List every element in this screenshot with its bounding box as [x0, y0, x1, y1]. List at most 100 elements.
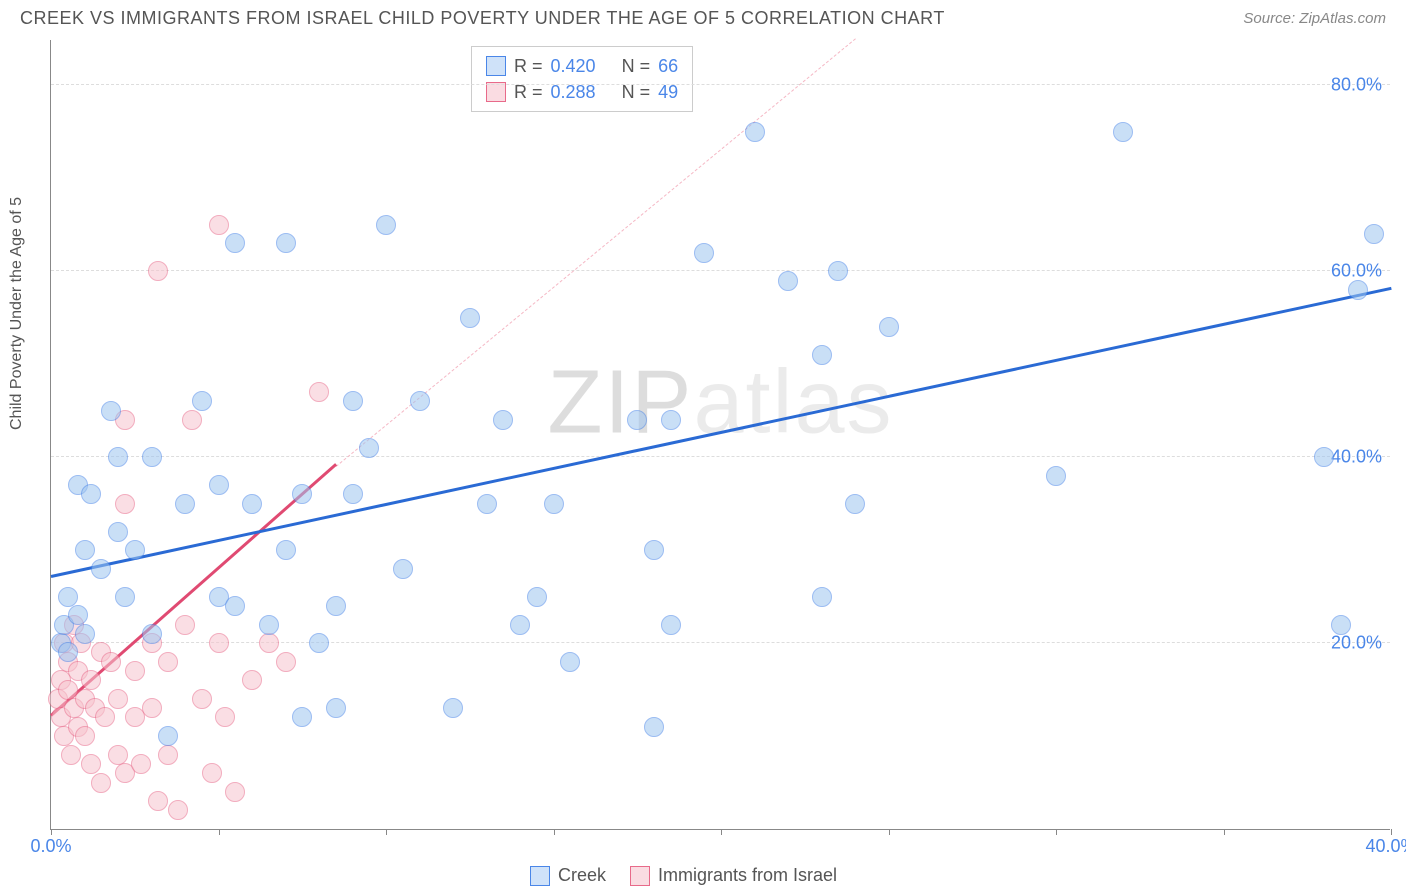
data-point-israel [91, 773, 111, 793]
gridline [51, 270, 1390, 271]
scatter-chart: ZIPatlas R = 0.420 N = 66 R = 0.288 N = … [50, 40, 1390, 830]
data-point-israel [209, 215, 229, 235]
gridline [51, 642, 1390, 643]
data-point-israel [158, 745, 178, 765]
x-tick-mark [1056, 829, 1057, 835]
data-point-israel [158, 652, 178, 672]
stats-row-creek: R = 0.420 N = 66 [486, 53, 678, 79]
bottom-legend: Creek Immigrants from Israel [530, 865, 837, 886]
data-point-creek [108, 447, 128, 467]
data-point-israel [276, 652, 296, 672]
data-point-creek [115, 587, 135, 607]
data-point-creek [81, 484, 101, 504]
data-point-creek [101, 401, 121, 421]
data-point-israel [192, 689, 212, 709]
data-point-israel [242, 670, 262, 690]
legend-item-israel: Immigrants from Israel [630, 865, 837, 886]
data-point-creek [493, 410, 513, 430]
data-point-creek [393, 559, 413, 579]
data-point-creek [343, 391, 363, 411]
data-point-creek [376, 215, 396, 235]
x-tick-mark [51, 829, 52, 835]
data-point-creek [276, 233, 296, 253]
data-point-creek [745, 122, 765, 142]
data-point-creek [879, 317, 899, 337]
data-point-israel [108, 689, 128, 709]
data-point-creek [544, 494, 564, 514]
data-point-israel [101, 652, 121, 672]
data-point-creek [778, 271, 798, 291]
data-point-creek [661, 410, 681, 430]
data-point-creek [812, 345, 832, 365]
watermark: ZIPatlas [547, 351, 893, 454]
y-tick-label: 80.0% [1331, 75, 1382, 96]
data-point-israel [202, 763, 222, 783]
data-point-israel [81, 754, 101, 774]
y-tick-label: 40.0% [1331, 447, 1382, 468]
x-tick-label: 0.0% [30, 836, 71, 857]
data-point-creek [292, 707, 312, 727]
data-point-israel [225, 782, 245, 802]
data-point-creek [225, 233, 245, 253]
data-point-creek [58, 642, 78, 662]
gridline [51, 456, 1390, 457]
data-point-creek [58, 587, 78, 607]
x-tick-mark [386, 829, 387, 835]
data-point-israel [148, 791, 168, 811]
swatch-israel-icon [630, 866, 650, 886]
data-point-creek [292, 484, 312, 504]
data-point-creek [158, 726, 178, 746]
data-point-creek [644, 717, 664, 737]
source-attribution: Source: ZipAtlas.com [1243, 10, 1386, 27]
data-point-creek [1364, 224, 1384, 244]
data-point-creek [1348, 280, 1368, 300]
data-point-israel [259, 633, 279, 653]
data-point-creek [1046, 466, 1066, 486]
x-tick-mark [721, 829, 722, 835]
data-point-israel [108, 745, 128, 765]
data-point-creek [560, 652, 580, 672]
data-point-israel [115, 494, 135, 514]
data-point-creek [209, 475, 229, 495]
trend-line [51, 287, 1392, 578]
data-point-israel [81, 670, 101, 690]
data-point-israel [125, 661, 145, 681]
data-point-creek [460, 308, 480, 328]
data-point-creek [1113, 122, 1133, 142]
data-point-creek [142, 624, 162, 644]
y-axis-label: Child Poverty Under the Age of 5 [8, 197, 26, 430]
data-point-creek [91, 559, 111, 579]
data-point-creek [410, 391, 430, 411]
stats-row-israel: R = 0.288 N = 49 [486, 79, 678, 105]
data-point-israel [182, 410, 202, 430]
x-tick-label: 40.0% [1365, 836, 1406, 857]
data-point-israel [209, 633, 229, 653]
data-point-creek [309, 633, 329, 653]
data-point-israel [175, 615, 195, 635]
data-point-creek [828, 261, 848, 281]
x-tick-mark [889, 829, 890, 835]
data-point-creek [225, 596, 245, 616]
data-point-creek [108, 522, 128, 542]
data-point-creek [443, 698, 463, 718]
data-point-israel [75, 726, 95, 746]
chart-title: CREEK VS IMMIGRANTS FROM ISRAEL CHILD PO… [20, 8, 945, 29]
data-point-creek [259, 615, 279, 635]
data-point-creek [276, 540, 296, 560]
data-point-creek [125, 540, 145, 560]
data-point-creek [1314, 447, 1334, 467]
data-point-creek [326, 596, 346, 616]
y-tick-label: 60.0% [1331, 261, 1382, 282]
data-point-creek [694, 243, 714, 263]
data-point-creek [845, 494, 865, 514]
data-point-creek [343, 484, 363, 504]
data-point-creek [75, 540, 95, 560]
data-point-creek [812, 587, 832, 607]
data-point-israel [309, 382, 329, 402]
data-point-creek [627, 410, 647, 430]
x-tick-mark [1224, 829, 1225, 835]
x-tick-mark [554, 829, 555, 835]
x-tick-mark [219, 829, 220, 835]
swatch-creek-icon [530, 866, 550, 886]
data-point-creek [1331, 615, 1351, 635]
